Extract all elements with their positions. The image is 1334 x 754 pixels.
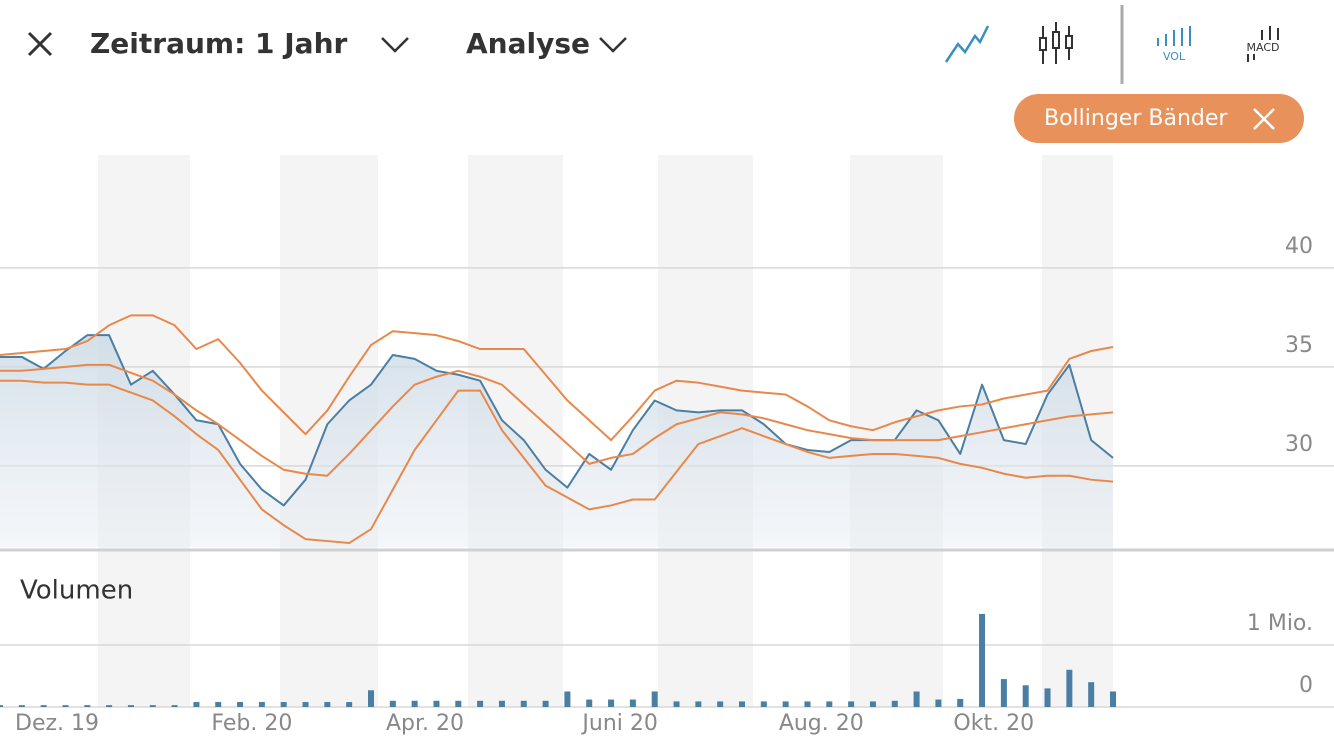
price-chart: 30 35 40: [0, 234, 1334, 547]
volume-bar: [477, 700, 484, 707]
volume-bar: [913, 691, 920, 707]
volume-bar: [695, 701, 702, 707]
volume-bar: [520, 700, 527, 707]
volume-bar: [1066, 669, 1073, 707]
x-tick-label: Okt. 20: [953, 711, 1034, 736]
volume-bar: [673, 701, 680, 707]
volume-chart: 0 1 Mio.: [0, 611, 1334, 708]
y-tick-label: 35: [1285, 333, 1313, 358]
x-tick-label: Feb. 20: [211, 711, 292, 736]
volume-bar: [215, 702, 222, 707]
volume-bar: [455, 700, 462, 707]
volume-bar: [1022, 685, 1029, 707]
volume-bar: [608, 699, 615, 707]
volume-bar: [346, 702, 353, 707]
volume-bar: [804, 701, 811, 707]
volume-bar: [826, 701, 833, 707]
volume-bar: [542, 700, 549, 707]
volume-bar: [869, 701, 876, 707]
x-tick-label: Apr. 20: [386, 711, 464, 736]
vol-icon-label: VOL: [1163, 50, 1186, 63]
volume-bar: [629, 699, 636, 707]
price-line: [0, 334, 1114, 507]
y-tick-label: 40: [1285, 234, 1313, 259]
macd-icon[interactable]: MACD: [1247, 26, 1280, 62]
volume-bar: [1110, 691, 1116, 707]
volume-bar: [18, 705, 25, 707]
volume-bar: [62, 705, 69, 707]
volume-bar: [368, 690, 374, 707]
analysis-selector[interactable]: Analyse: [466, 27, 590, 60]
bollinger-line: [0, 363, 1114, 477]
volume-bar: [935, 699, 942, 707]
volume-bar: [127, 705, 134, 707]
line-chart-icon[interactable]: [944, 25, 990, 63]
candle-icon[interactable]: [1039, 22, 1073, 64]
analysis-dropdown[interactable]: [599, 37, 627, 53]
volume-bar: [564, 691, 571, 707]
volume-bar: [433, 700, 440, 707]
volume-title: Volumen: [20, 576, 133, 606]
volume-bar: [782, 701, 789, 707]
volume-bar: [106, 705, 113, 707]
y-tick-label: 30: [1285, 432, 1313, 457]
volume-bar: [302, 702, 309, 707]
volume-bar: [586, 699, 593, 707]
volume-bar: [1044, 688, 1051, 707]
period-dropdown[interactable]: [381, 37, 409, 53]
volume-bar: [891, 700, 898, 707]
volume-bar: [84, 705, 91, 707]
volume-bar: [498, 700, 505, 707]
x-tick-label: Juni 20: [580, 711, 657, 736]
volume-bar: [280, 702, 287, 707]
volume-bar: [237, 702, 244, 707]
x-axis: Dez. 19 Feb. 20 Apr. 20 Juni 20 Aug. 20 Okt. …: [15, 711, 1034, 736]
volume-bar: [389, 700, 396, 707]
volume-bar: [848, 701, 855, 707]
y-tick-label: 1 Mio.: [1247, 611, 1313, 636]
volume-bar: [760, 701, 767, 707]
volume-bar: [651, 691, 658, 707]
period-selector[interactable]: Zeitraum: 1 Jahr: [90, 27, 348, 60]
bollinger-line: [0, 379, 1114, 545]
volume-bar: [1000, 679, 1007, 707]
volume-bar: [411, 700, 418, 707]
close-button[interactable]: [27, 31, 53, 57]
volume-bar: [324, 702, 331, 707]
volume-bar: [193, 702, 200, 707]
volume-bar: [1088, 682, 1095, 707]
macd-icon-label: MACD: [1247, 41, 1280, 54]
indicator-chip[interactable]: Bollinger Bänder: [1014, 94, 1304, 143]
month-shading: [98, 155, 1113, 707]
volume-bar: [0, 705, 3, 707]
x-tick-label: Dez. 19: [15, 711, 99, 736]
volume-bar: [717, 701, 724, 707]
y-tick-label: 0: [1299, 673, 1313, 698]
volume-bar: [957, 698, 964, 707]
volume-bar: [739, 701, 745, 707]
volume-bar: [149, 705, 156, 707]
chip-label: Bollinger Bänder: [1044, 106, 1228, 131]
volume-bar: [979, 613, 986, 707]
volume-bar: [40, 705, 47, 707]
volume-bar: [171, 705, 178, 707]
x-tick-label: Aug. 20: [779, 711, 864, 736]
bollinger-line: [0, 314, 1114, 442]
vol-icon[interactable]: VOL: [1157, 26, 1191, 63]
volume-bar: [258, 702, 265, 707]
price-area: [0, 335, 1113, 547]
